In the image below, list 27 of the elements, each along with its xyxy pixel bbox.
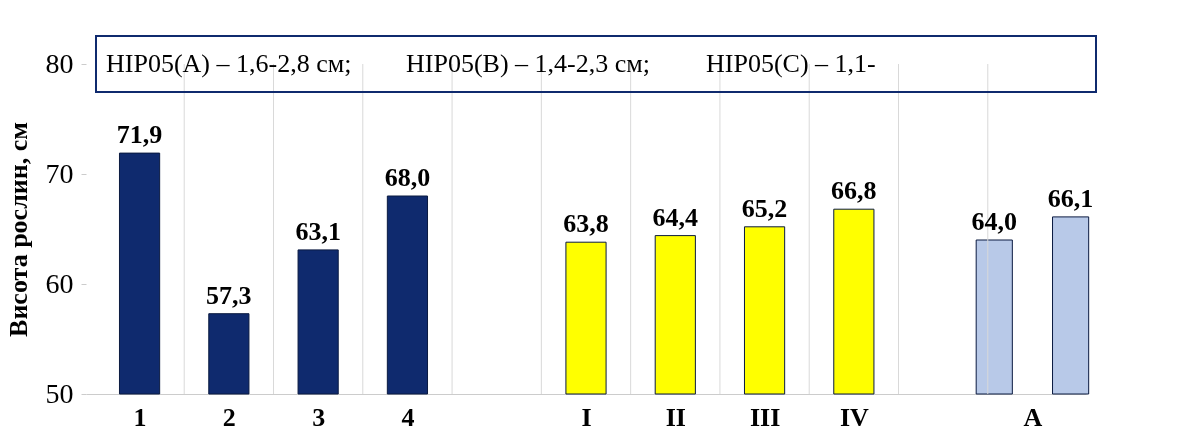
data-label: 71,9 [116, 120, 163, 150]
data-label: 63,1 [295, 216, 341, 246]
x-tick-label: 1 [133, 402, 147, 432]
x-tick-label: II [665, 402, 686, 432]
data-label: 66,8 [831, 176, 877, 206]
y-tick-label: 70 [45, 157, 74, 189]
annotation: НІР05(C) – 1,1- [706, 49, 876, 78]
x-tick-label: III [749, 402, 781, 432]
data-label: 64,0 [971, 207, 1018, 236]
data-label: 57,3 [206, 280, 252, 310]
x-tick-label: I [581, 402, 592, 432]
x-tick-label: 2 [222, 402, 236, 432]
x-tick-label: 4 [401, 402, 415, 432]
data-label: 68,0 [384, 163, 431, 192]
y-axis-title: Висота рослин, см [3, 122, 33, 337]
data-label: 66,1 [1047, 183, 1094, 213]
annotation: НІР05(B) – 1,4-2,3 см; [406, 49, 650, 78]
x-tick-label: 3 [312, 402, 326, 432]
annotation: НІР05(A) – 1,6-2,8 см; [106, 49, 352, 78]
data-label: 64,4 [652, 202, 699, 232]
x-tick-label: A [1023, 402, 1043, 432]
y-tick-label: 60 [45, 267, 74, 299]
y-tick-label: 80 [45, 47, 74, 79]
x-tick-label: IV [839, 402, 870, 432]
y-tick-label: 50 [45, 377, 74, 409]
data-label: 65,2 [741, 193, 788, 223]
data-label: 63,8 [563, 209, 609, 239]
